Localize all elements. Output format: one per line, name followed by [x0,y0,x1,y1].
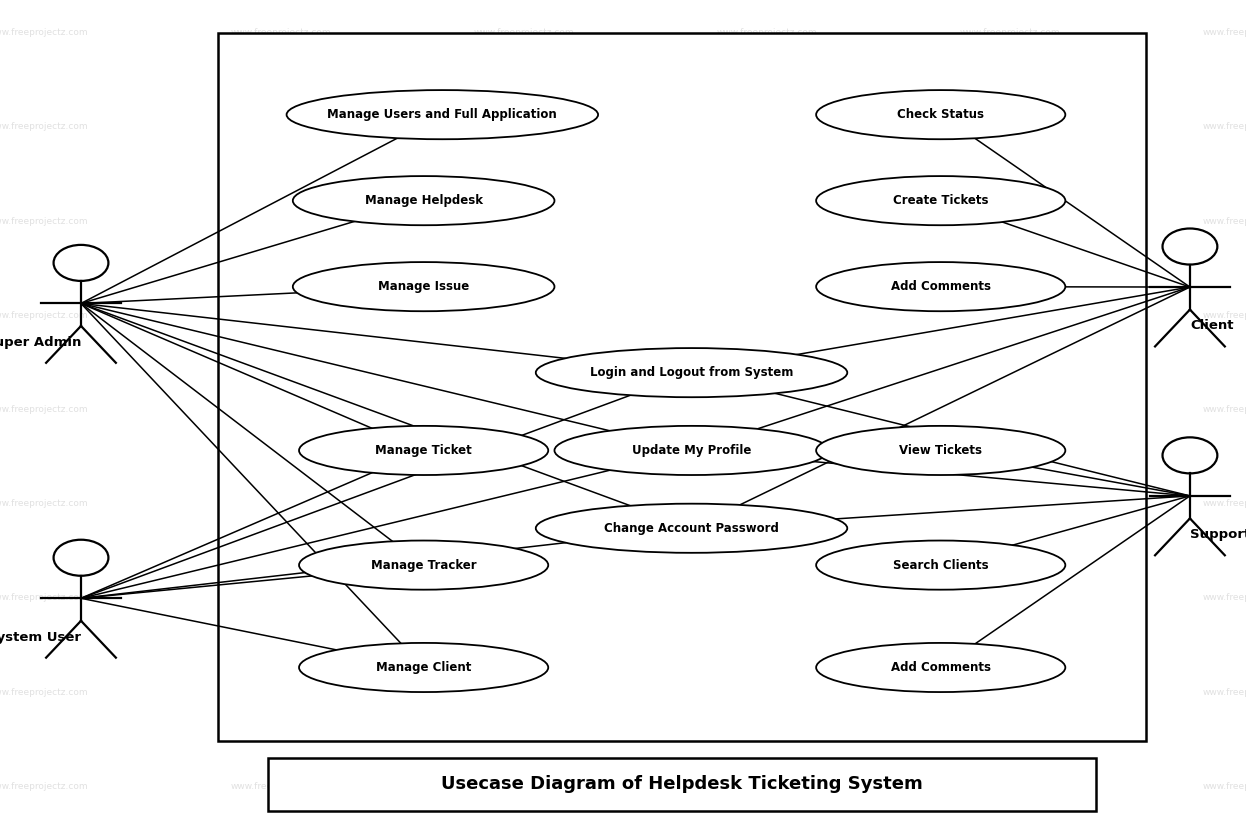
Text: www.freeprojectz.com: www.freeprojectz.com [231,782,331,790]
Text: www.freeprojectz.com: www.freeprojectz.com [0,688,88,696]
Text: www.freeprojectz.com: www.freeprojectz.com [959,311,1060,319]
Text: System User: System User [0,631,81,644]
Text: Manage Helpdesk: Manage Helpdesk [365,194,482,207]
Text: www.freeprojectz.com: www.freeprojectz.com [959,500,1060,508]
Text: Search Clients: Search Clients [893,559,988,572]
Text: www.freeprojectz.com: www.freeprojectz.com [473,594,574,602]
Text: www.freeprojectz.com: www.freeprojectz.com [716,688,817,696]
Text: www.freeprojectz.com: www.freeprojectz.com [0,311,88,319]
Text: Login and Logout from System: Login and Logout from System [589,366,794,379]
Text: www.freeprojectz.com: www.freeprojectz.com [0,500,88,508]
Text: www.freeprojectz.com: www.freeprojectz.com [0,29,88,37]
Text: www.freeprojectz.com: www.freeprojectz.com [716,217,817,225]
Ellipse shape [816,176,1065,225]
Text: www.freeprojectz.com: www.freeprojectz.com [0,123,88,131]
Text: Usecase Diagram of Helpdesk Ticketing System: Usecase Diagram of Helpdesk Ticketing Sy… [441,776,923,793]
Text: www.freeprojectz.com: www.freeprojectz.com [1202,405,1246,414]
Ellipse shape [536,348,847,397]
Text: www.freeprojectz.com: www.freeprojectz.com [1202,594,1246,602]
Ellipse shape [816,262,1065,311]
Text: www.freeprojectz.com: www.freeprojectz.com [716,782,817,790]
Text: www.freeprojectz.com: www.freeprojectz.com [959,782,1060,790]
Text: www.freeprojectz.com: www.freeprojectz.com [231,500,331,508]
Text: Create Tickets: Create Tickets [893,194,988,207]
Text: www.freeprojectz.com: www.freeprojectz.com [231,29,331,37]
Text: www.freeprojectz.com: www.freeprojectz.com [231,405,331,414]
Text: www.freeprojectz.com: www.freeprojectz.com [473,782,574,790]
Text: www.freeprojectz.com: www.freeprojectz.com [473,500,574,508]
Text: Update My Profile: Update My Profile [632,444,751,457]
Text: www.freeprojectz.com: www.freeprojectz.com [1202,782,1246,790]
Text: Manage Ticket: Manage Ticket [375,444,472,457]
Text: www.freeprojectz.com: www.freeprojectz.com [1202,217,1246,225]
Text: www.freeprojectz.com: www.freeprojectz.com [0,405,88,414]
Text: Client: Client [1190,319,1234,333]
Text: www.freeprojectz.com: www.freeprojectz.com [1202,123,1246,131]
Ellipse shape [816,643,1065,692]
Ellipse shape [554,426,829,475]
Text: Manage Users and Full Application: Manage Users and Full Application [328,108,557,121]
Text: www.freeprojectz.com: www.freeprojectz.com [959,123,1060,131]
Text: Add Comments: Add Comments [891,280,991,293]
FancyBboxPatch shape [268,758,1096,811]
FancyBboxPatch shape [218,33,1146,741]
Text: www.freeprojectz.com: www.freeprojectz.com [716,405,817,414]
Text: Manage Issue: Manage Issue [378,280,470,293]
Text: View Tickets: View Tickets [900,444,982,457]
Text: www.freeprojectz.com: www.freeprojectz.com [1202,29,1246,37]
Text: www.freeprojectz.com: www.freeprojectz.com [473,29,574,37]
Ellipse shape [293,176,554,225]
Text: www.freeprojectz.com: www.freeprojectz.com [1202,688,1246,696]
Text: www.freeprojectz.com: www.freeprojectz.com [716,311,817,319]
Text: Super Admin: Super Admin [0,336,81,349]
Text: www.freeprojectz.com: www.freeprojectz.com [473,688,574,696]
Text: www.freeprojectz.com: www.freeprojectz.com [473,217,574,225]
Text: www.freeprojectz.com: www.freeprojectz.com [959,29,1060,37]
Text: www.freeprojectz.com: www.freeprojectz.com [716,123,817,131]
Text: Support: Support [1190,528,1246,541]
Text: Check Status: Check Status [897,108,984,121]
Text: www.freeprojectz.com: www.freeprojectz.com [231,311,331,319]
Text: Change Account Password: Change Account Password [604,522,779,535]
Ellipse shape [816,90,1065,139]
Ellipse shape [293,262,554,311]
Text: www.freeprojectz.com: www.freeprojectz.com [959,594,1060,602]
Text: www.freeprojectz.com: www.freeprojectz.com [716,594,817,602]
Text: www.freeprojectz.com: www.freeprojectz.com [959,217,1060,225]
Text: www.freeprojectz.com: www.freeprojectz.com [473,123,574,131]
Ellipse shape [536,504,847,553]
Text: www.freeprojectz.com: www.freeprojectz.com [231,594,331,602]
Text: www.freeprojectz.com: www.freeprojectz.com [231,123,331,131]
Text: www.freeprojectz.com: www.freeprojectz.com [716,29,817,37]
Text: Add Comments: Add Comments [891,661,991,674]
Text: www.freeprojectz.com: www.freeprojectz.com [959,405,1060,414]
Ellipse shape [299,643,548,692]
Text: Manage Client: Manage Client [376,661,471,674]
Ellipse shape [816,541,1065,590]
Text: www.freeprojectz.com: www.freeprojectz.com [231,688,331,696]
Ellipse shape [299,426,548,475]
Text: www.freeprojectz.com: www.freeprojectz.com [1202,311,1246,319]
Text: www.freeprojectz.com: www.freeprojectz.com [473,311,574,319]
Ellipse shape [299,541,548,590]
Ellipse shape [287,90,598,139]
Text: www.freeprojectz.com: www.freeprojectz.com [231,217,331,225]
Text: www.freeprojectz.com: www.freeprojectz.com [0,594,88,602]
Text: Manage Tracker: Manage Tracker [371,559,476,572]
Text: www.freeprojectz.com: www.freeprojectz.com [1202,500,1246,508]
Ellipse shape [816,426,1065,475]
Text: www.freeprojectz.com: www.freeprojectz.com [959,688,1060,696]
Text: www.freeprojectz.com: www.freeprojectz.com [473,405,574,414]
Text: www.freeprojectz.com: www.freeprojectz.com [0,217,88,225]
Text: www.freeprojectz.com: www.freeprojectz.com [716,500,817,508]
Text: www.freeprojectz.com: www.freeprojectz.com [0,782,88,790]
